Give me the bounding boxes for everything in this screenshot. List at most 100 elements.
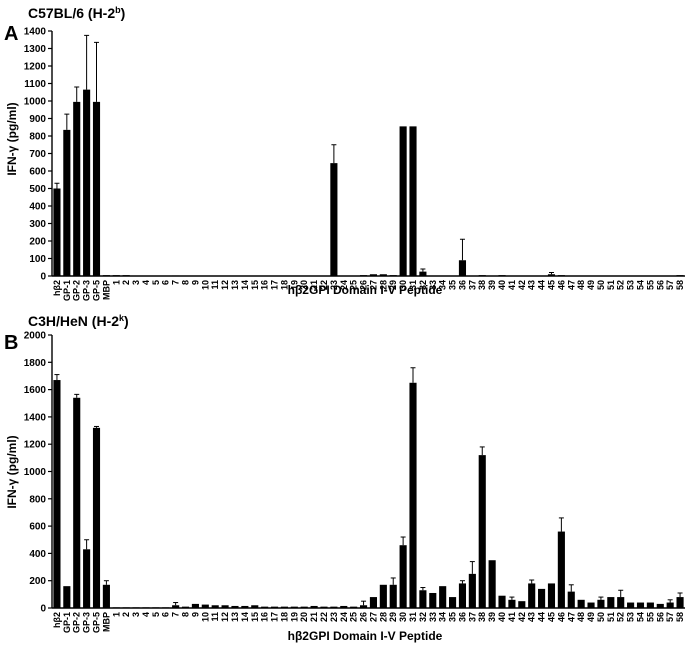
bar bbox=[53, 380, 61, 608]
bar bbox=[132, 607, 140, 608]
x-tick-label: 56 bbox=[655, 280, 665, 290]
y-tick-label: 0 bbox=[40, 272, 46, 283]
x-tick-label: 17 bbox=[270, 280, 280, 290]
panel-b-xlabel: hβ2GPI Domain I-V Peptide bbox=[288, 629, 443, 643]
bar bbox=[577, 599, 585, 608]
x-tick-label: 46 bbox=[556, 280, 566, 290]
bar bbox=[379, 274, 387, 276]
y-tick-label: 600 bbox=[29, 522, 46, 533]
x-tick-label: GP-2 bbox=[72, 612, 82, 633]
x-tick-label: 2 bbox=[121, 612, 131, 617]
x-tick-label: 30 bbox=[398, 280, 408, 290]
x-tick-label: 32 bbox=[418, 280, 428, 290]
panel-b-letter: B bbox=[4, 332, 18, 354]
x-tick-label: 9 bbox=[190, 612, 200, 617]
x-tick-label: 13 bbox=[230, 612, 240, 622]
panel-a-letter: A bbox=[4, 23, 18, 45]
x-tick-label: 18 bbox=[279, 280, 289, 290]
x-tick-label: 37 bbox=[467, 280, 477, 290]
bar bbox=[617, 597, 625, 608]
x-tick-label: 19 bbox=[289, 612, 299, 622]
bar bbox=[340, 605, 348, 608]
bar bbox=[538, 275, 546, 277]
x-tick-label: 18 bbox=[279, 612, 289, 622]
x-tick-label: 47 bbox=[566, 280, 576, 290]
bar bbox=[399, 545, 407, 608]
bar bbox=[63, 586, 71, 608]
x-tick-label: MBP bbox=[101, 280, 111, 300]
x-tick-label: 49 bbox=[586, 280, 596, 290]
bar bbox=[340, 275, 348, 277]
x-tick-label: 54 bbox=[635, 280, 645, 290]
bar bbox=[83, 549, 91, 608]
x-tick-label: 27 bbox=[368, 280, 378, 290]
x-tick-label: 13 bbox=[230, 280, 240, 290]
x-tick-label: 39 bbox=[487, 280, 497, 290]
y-tick-label: 1200 bbox=[24, 440, 47, 451]
bar bbox=[547, 274, 556, 276]
x-tick-label: 52 bbox=[616, 612, 626, 622]
bar bbox=[221, 275, 229, 277]
x-tick-label: 48 bbox=[576, 612, 586, 622]
x-tick-label: 30 bbox=[398, 612, 408, 622]
bar bbox=[191, 603, 199, 608]
bar bbox=[310, 275, 318, 277]
y-tick-label: 1200 bbox=[24, 62, 47, 73]
bar bbox=[429, 592, 437, 608]
x-tick-label: 43 bbox=[527, 612, 537, 622]
bar bbox=[300, 275, 308, 277]
x-tick-label: 38 bbox=[477, 612, 487, 622]
x-tick-label: 21 bbox=[309, 280, 319, 290]
x-tick-label: 40 bbox=[497, 280, 507, 290]
bar bbox=[350, 606, 358, 608]
x-tick-label: GP-1 bbox=[62, 612, 72, 633]
x-tick-label: 10 bbox=[200, 280, 210, 290]
bar bbox=[646, 275, 654, 277]
bar bbox=[666, 275, 674, 277]
bar bbox=[310, 605, 318, 608]
bar bbox=[567, 591, 575, 608]
bar bbox=[369, 274, 378, 276]
x-tick-label: 25 bbox=[349, 612, 359, 622]
bar bbox=[280, 275, 288, 277]
bar bbox=[92, 427, 101, 608]
x-tick-label: GP-3 bbox=[82, 612, 92, 633]
bar bbox=[478, 455, 486, 608]
x-tick-label: 3 bbox=[131, 612, 141, 617]
x-tick-label: GP-3 bbox=[82, 280, 92, 301]
x-tick-label: 15 bbox=[250, 612, 260, 622]
y-tick-label: 900 bbox=[29, 114, 46, 125]
x-tick-label: 11 bbox=[210, 612, 220, 622]
x-tick-label: 24 bbox=[339, 612, 349, 622]
bar bbox=[636, 602, 645, 608]
bar bbox=[389, 275, 397, 276]
panel-a-ylabel: IFN-γ (pg/ml) bbox=[5, 102, 19, 175]
bar bbox=[439, 275, 447, 277]
bar bbox=[102, 275, 110, 276]
bar bbox=[557, 275, 565, 276]
bar bbox=[270, 606, 279, 608]
x-tick-label: 22 bbox=[319, 612, 329, 622]
bar bbox=[359, 275, 368, 276]
x-tick-label: 44 bbox=[537, 612, 547, 622]
x-tick-label: 5 bbox=[151, 612, 161, 617]
bar bbox=[488, 560, 496, 608]
bar bbox=[53, 188, 61, 276]
x-tick-label: 23 bbox=[329, 280, 339, 290]
x-tick-label: 53 bbox=[626, 280, 636, 290]
x-tick-label: 8 bbox=[181, 280, 191, 285]
bar bbox=[458, 260, 467, 276]
bar bbox=[201, 604, 209, 608]
bar bbox=[211, 605, 219, 608]
x-tick-label: 7 bbox=[171, 612, 181, 617]
bar bbox=[112, 275, 120, 276]
bar bbox=[468, 275, 476, 277]
x-tick-label: 12 bbox=[220, 280, 230, 290]
bar bbox=[577, 275, 585, 277]
x-tick-label: 38 bbox=[477, 280, 487, 290]
x-tick-label: 6 bbox=[161, 612, 171, 617]
bar bbox=[142, 607, 150, 608]
x-tick-label: GP-2 bbox=[72, 280, 82, 301]
bar bbox=[181, 275, 190, 277]
x-tick-label: 57 bbox=[665, 280, 675, 290]
